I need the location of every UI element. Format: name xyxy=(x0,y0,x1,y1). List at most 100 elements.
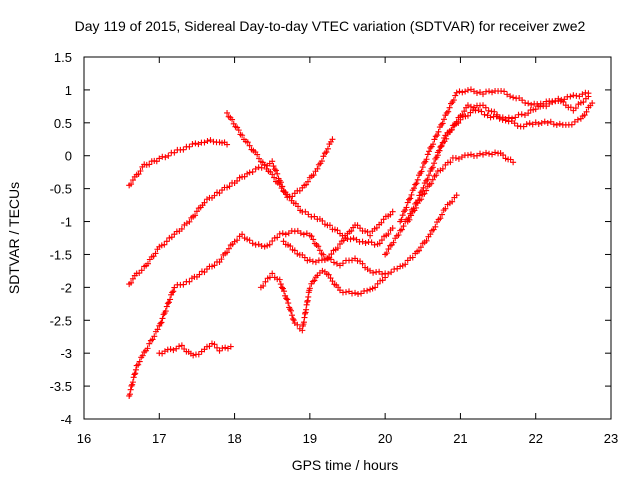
data-point xyxy=(297,230,304,237)
data-point xyxy=(459,111,466,118)
data-point xyxy=(186,278,193,285)
data-point xyxy=(256,155,263,162)
data-point xyxy=(477,150,484,157)
x-tick-label: 17 xyxy=(152,431,166,446)
data-point xyxy=(486,88,493,95)
data-point xyxy=(180,146,187,153)
data-point xyxy=(556,120,563,127)
y-tick-label: 0 xyxy=(65,149,72,164)
data-point xyxy=(442,205,449,212)
data-point xyxy=(277,281,284,288)
data-point xyxy=(278,185,285,192)
data-point xyxy=(219,345,226,352)
data-point xyxy=(419,164,426,171)
data-point xyxy=(489,89,496,96)
data-point xyxy=(249,168,256,175)
y-tick-label: -3 xyxy=(60,346,72,361)
data-point xyxy=(196,271,203,278)
data-point xyxy=(470,104,477,111)
data-point xyxy=(329,136,336,143)
x-axis-label: GPS time / hours xyxy=(292,457,399,473)
data-point xyxy=(467,86,474,93)
data-point xyxy=(382,274,389,281)
y-tick-label: -4 xyxy=(60,412,72,427)
data-point xyxy=(269,270,276,277)
data-point xyxy=(286,193,293,200)
data-point xyxy=(285,230,292,237)
data-point xyxy=(258,242,265,249)
data-point xyxy=(302,208,309,215)
data-point xyxy=(285,300,292,307)
data-point xyxy=(144,345,151,352)
data-point xyxy=(328,251,335,258)
data-point xyxy=(482,104,489,111)
data-point xyxy=(146,161,153,168)
data-point xyxy=(270,163,277,170)
data-point xyxy=(139,352,146,359)
data-point xyxy=(453,89,460,96)
data-point xyxy=(428,180,435,187)
data-point xyxy=(336,287,343,294)
data-point xyxy=(312,259,319,266)
data-point xyxy=(435,128,442,135)
data-point xyxy=(446,104,453,111)
data-point xyxy=(364,228,371,235)
data-point xyxy=(154,326,161,333)
data-point xyxy=(167,296,174,303)
data-point xyxy=(258,164,265,171)
data-point xyxy=(321,150,328,157)
data-point xyxy=(279,285,286,292)
data-point xyxy=(170,288,177,295)
data-point xyxy=(389,208,396,215)
data-point xyxy=(425,172,432,179)
data-point xyxy=(129,381,136,388)
data-point xyxy=(294,227,301,234)
data-point xyxy=(315,243,322,250)
data-point xyxy=(271,174,278,181)
data-point xyxy=(510,94,517,101)
series-trace-i xyxy=(397,86,592,225)
data-point xyxy=(130,374,137,381)
data-point xyxy=(137,168,144,175)
data-point xyxy=(452,155,459,162)
data-point xyxy=(129,275,136,282)
data-point xyxy=(437,144,444,151)
data-point xyxy=(306,256,313,263)
data-point xyxy=(447,159,454,166)
data-point xyxy=(226,183,233,190)
data-point xyxy=(420,184,427,191)
data-point xyxy=(314,165,321,172)
data-point xyxy=(342,234,349,241)
data-point xyxy=(571,118,578,125)
data-point xyxy=(549,99,556,106)
data-point xyxy=(407,195,414,202)
data-point xyxy=(477,89,484,96)
data-point xyxy=(260,282,267,289)
data-point xyxy=(348,227,355,234)
data-point xyxy=(579,91,586,98)
data-point xyxy=(329,278,336,285)
data-point xyxy=(367,267,374,274)
data-point xyxy=(414,176,421,183)
data-point xyxy=(388,269,395,276)
y-tick-label: -3.5 xyxy=(50,379,72,394)
data-point xyxy=(195,351,202,358)
data-point xyxy=(216,190,223,197)
data-point xyxy=(574,116,581,123)
data-point xyxy=(413,204,420,211)
data-point xyxy=(464,87,471,94)
data-point xyxy=(295,203,302,210)
data-point xyxy=(473,90,480,97)
data-point xyxy=(583,108,590,115)
data-point xyxy=(437,215,444,222)
data-point xyxy=(480,91,487,98)
data-point xyxy=(278,284,285,291)
data-point xyxy=(282,231,289,238)
data-point xyxy=(541,118,548,125)
x-tick-label: 19 xyxy=(303,431,317,446)
data-point xyxy=(325,271,332,278)
x-tick-label: 23 xyxy=(604,431,618,446)
data-point xyxy=(162,154,169,161)
data-point xyxy=(296,187,303,194)
data-point xyxy=(234,237,241,244)
